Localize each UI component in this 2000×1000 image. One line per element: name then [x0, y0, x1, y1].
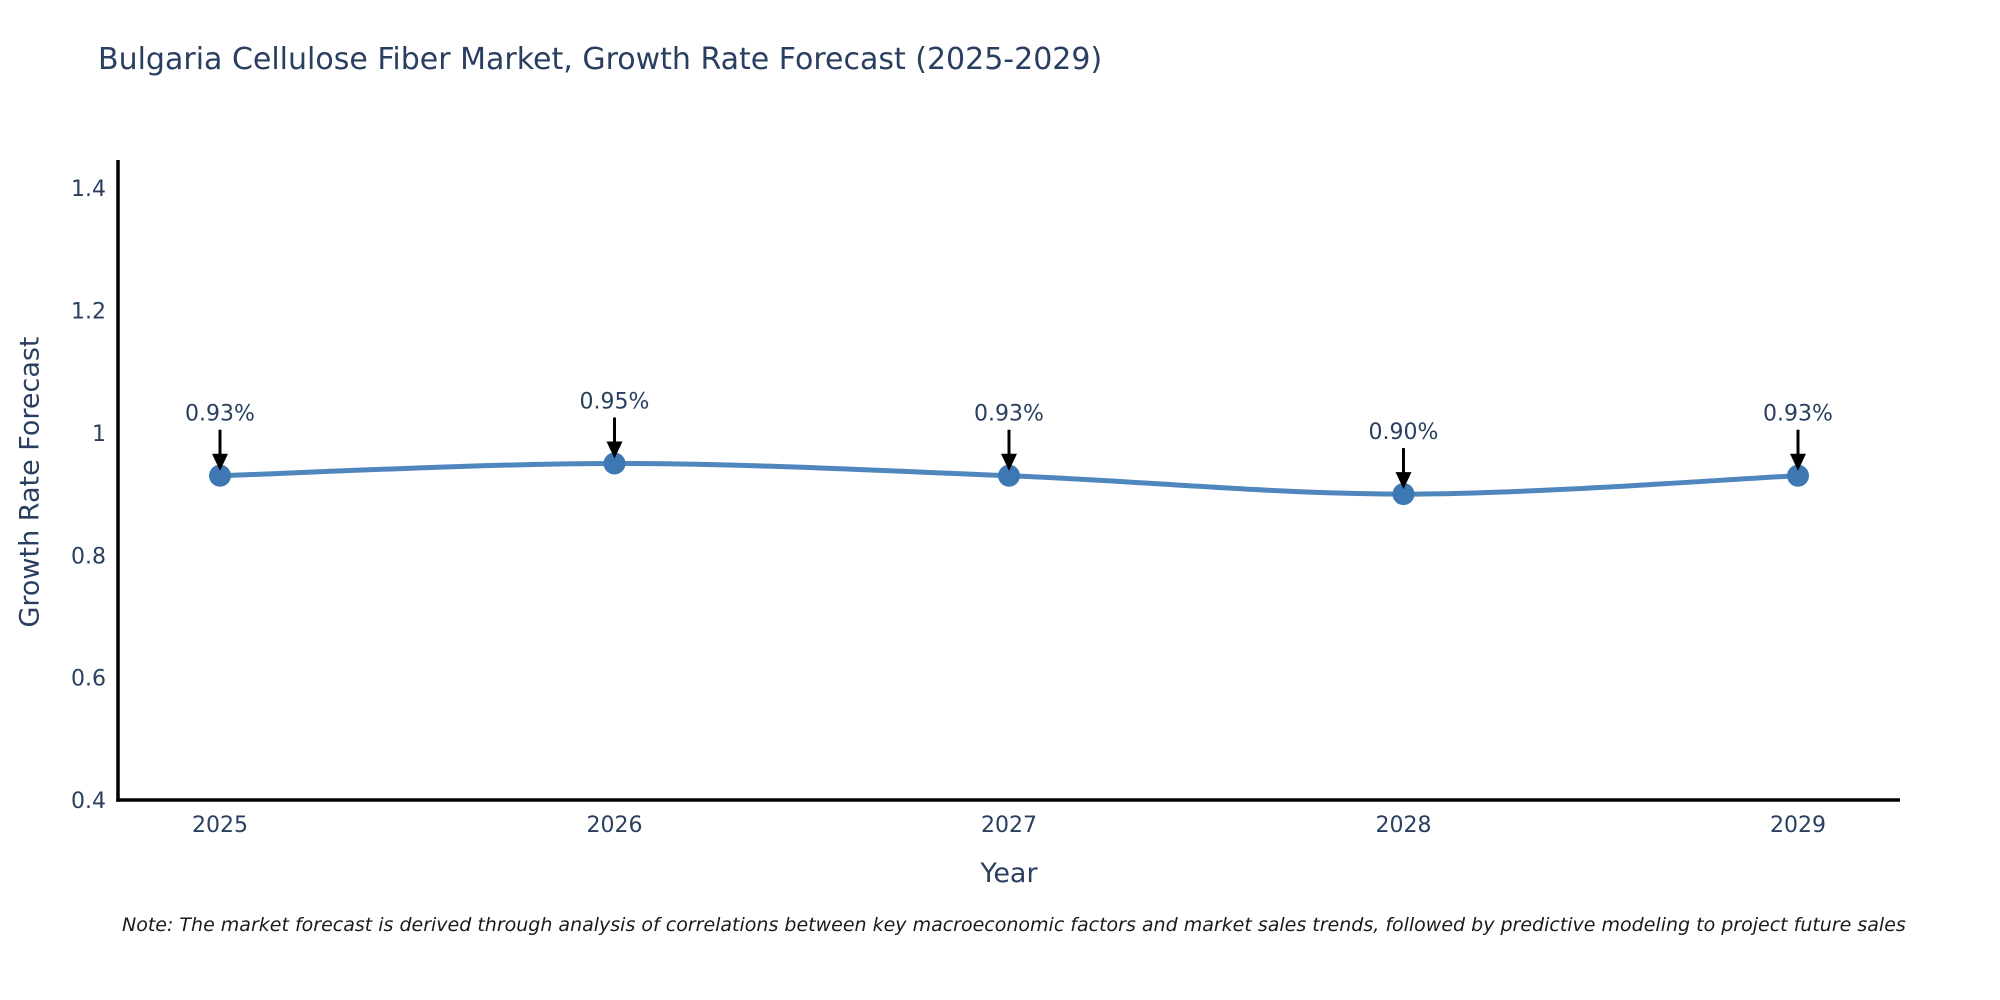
point-annotation: 0.90%: [1369, 420, 1439, 445]
annotation-arrowhead-icon: [1395, 472, 1412, 490]
point-annotation: 0.95%: [580, 389, 650, 414]
y-tick-label: 0.8: [71, 544, 106, 569]
x-tick-label: 2026: [587, 813, 643, 838]
annotation-arrowhead-icon: [212, 453, 228, 471]
chart-title: Bulgaria Cellulose Fiber Market, Growth …: [98, 42, 1103, 77]
x-tick-label: 2025: [192, 813, 248, 838]
x-axis-title: Year: [980, 858, 1038, 889]
y-tick-label: 1.4: [71, 177, 106, 202]
annotation-arrowhead-icon: [1001, 453, 1017, 471]
point-annotation: 0.93%: [974, 402, 1044, 427]
x-tick-label: 2028: [1376, 813, 1432, 838]
y-tick-label: 1.2: [71, 300, 106, 325]
annotation-arrowhead-icon: [1790, 453, 1806, 471]
data-point[interactable]: [1787, 464, 1809, 487]
y-tick-label: 0.6: [71, 667, 106, 692]
y-tick-label: 1: [92, 422, 106, 447]
x-tick-label: 2027: [981, 813, 1037, 838]
data-point[interactable]: [209, 464, 231, 487]
data-point[interactable]: [998, 464, 1020, 487]
chart-footnote: Note: The market forecast is derived thr…: [122, 914, 1906, 936]
data-point[interactable]: [1392, 483, 1415, 506]
annotation-arrowhead-icon: [606, 441, 623, 459]
point-annotation: 0.93%: [185, 402, 255, 427]
point-annotation: 0.93%: [1763, 402, 1833, 427]
y-axis-title: Growth Rate Forecast: [14, 336, 46, 628]
data-point[interactable]: [603, 452, 626, 475]
y-tick-label: 0.4: [71, 789, 106, 814]
x-tick-label: 2029: [1770, 813, 1826, 838]
